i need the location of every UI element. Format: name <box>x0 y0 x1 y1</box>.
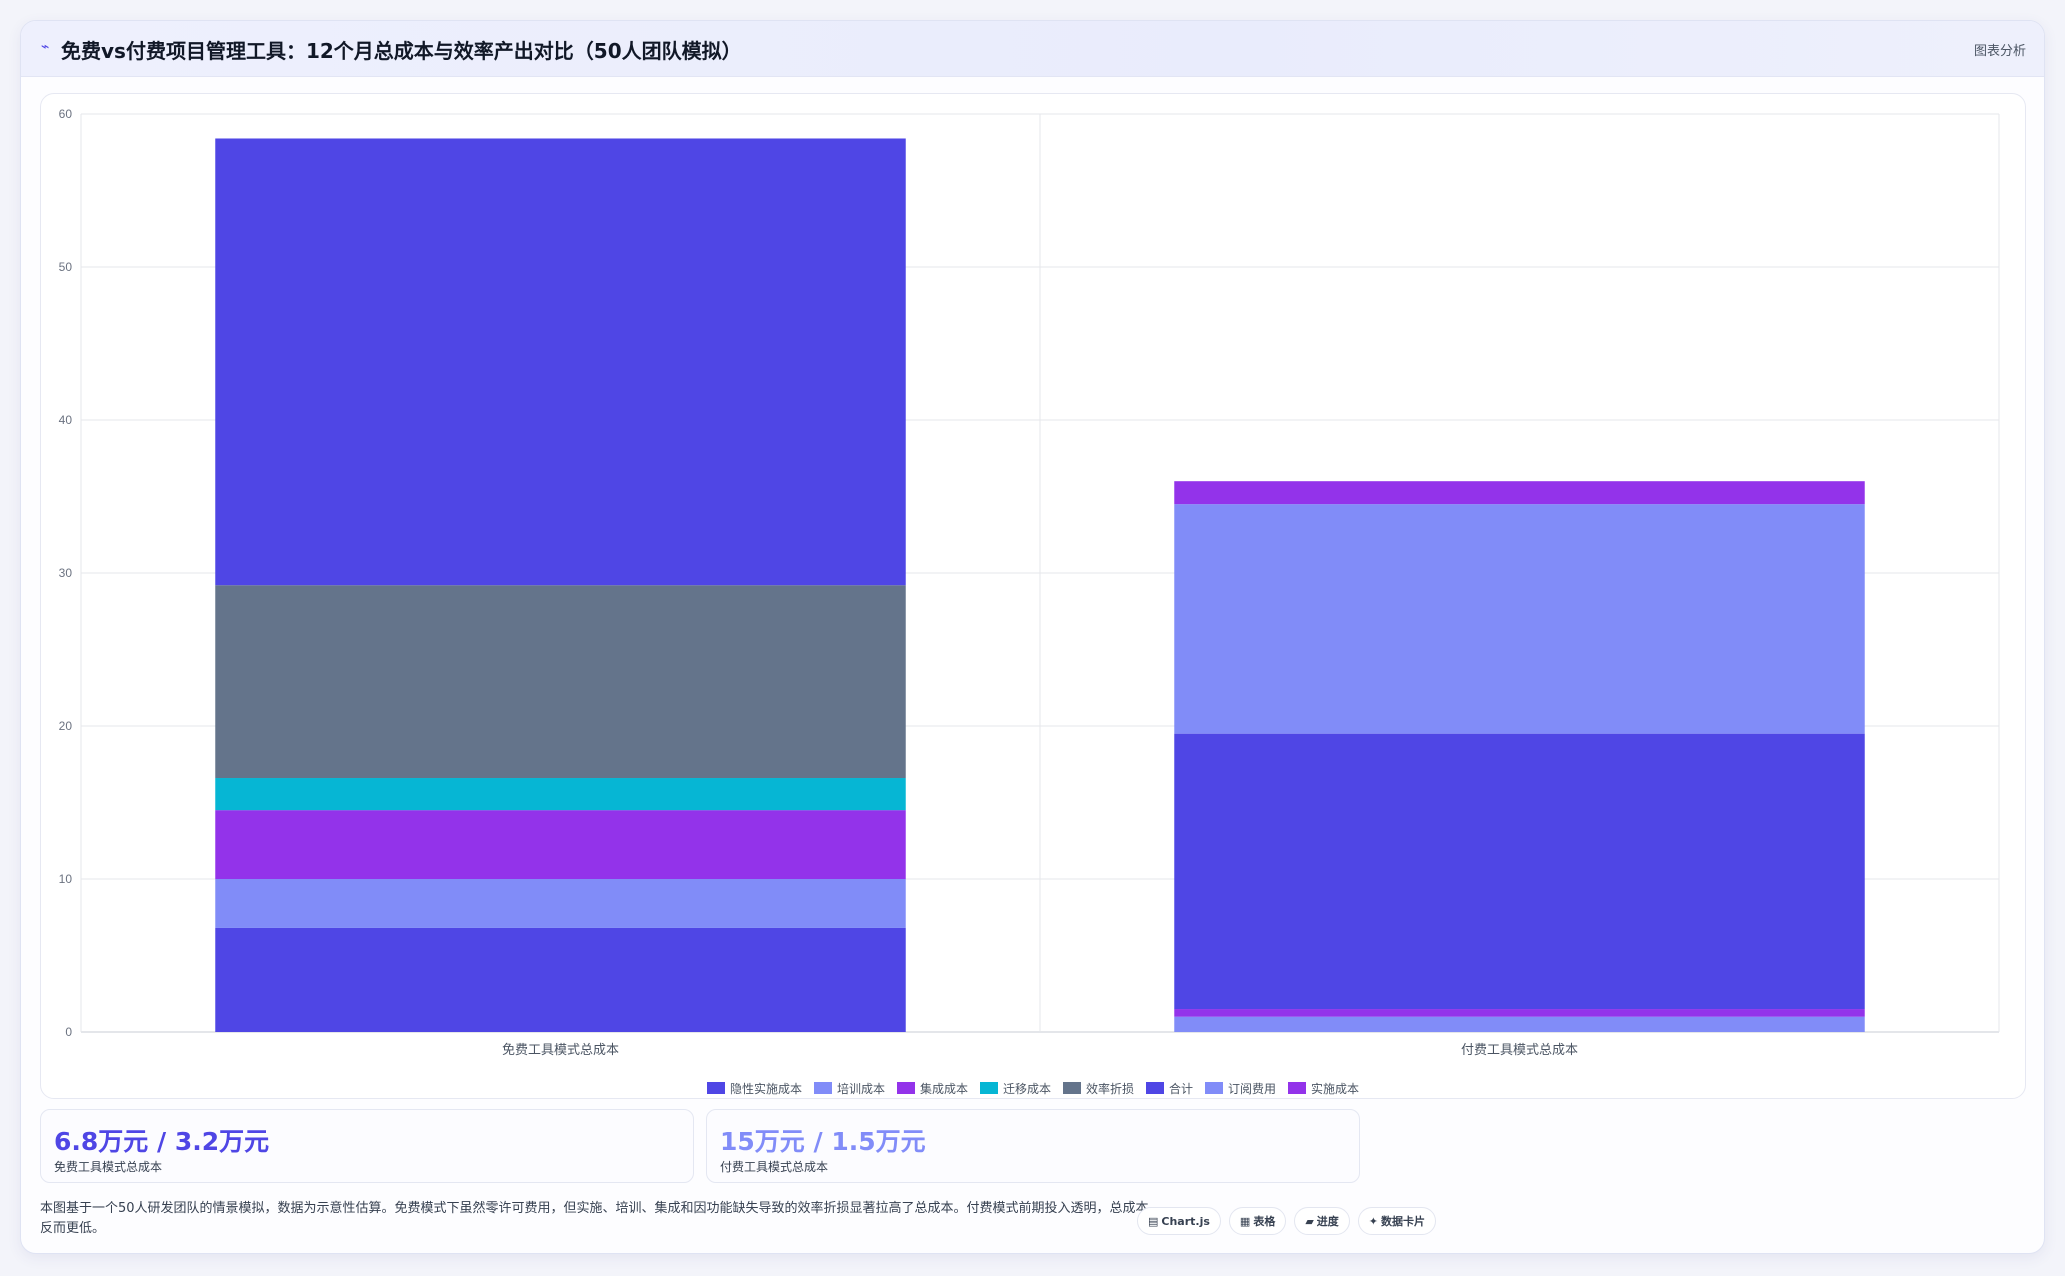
chart-legend: 隐性实施成本 培训成本 集成成本 迁移成本 效率折损 合计 订阅费用 实施成本 <box>41 1078 2025 1098</box>
legend-item[interactable]: 迁移成本 <box>979 1078 1051 1098</box>
card-header: ⌁ 免费vs付费项目管理工具：12个月总成本与效率产出对比（50人团队模拟） 图… <box>21 21 2044 77</box>
legend-item[interactable]: 实施成本 <box>1288 1078 1359 1098</box>
stat-label-free: 免费工具模式总成本 <box>54 1160 163 1174</box>
chip-data-card[interactable]: ✦ 数据卡片 <box>1357 1207 1437 1235</box>
bar-segment <box>215 585 906 779</box>
y-tick-label: 60 <box>59 107 73 121</box>
chip-label: 表格 <box>1253 1215 1276 1228</box>
stacked-bar-chart: 0 10 20 30 40 50 60 免费工具模式总成本 付费工具模式总成本 <box>59 107 2000 1057</box>
bar-segment <box>215 778 906 811</box>
chart-card: ⌁ 免费vs付费项目管理工具：12个月总成本与效率产出对比（50人团队模拟） 图… <box>20 20 2045 1254</box>
chip-row: ▤ Chart.js ▦ 表格 ▰ 进度 ✦ 数据卡片 <box>1137 1207 1437 1235</box>
x-tick-label: 免费工具模式总成本 <box>502 1042 619 1057</box>
chip-table[interactable]: ▦ 表格 <box>1228 1207 1287 1235</box>
legend-item[interactable]: 效率折损 <box>1063 1078 1134 1098</box>
legend-label: 效率折损 <box>1086 1081 1135 1096</box>
legend-swatch <box>1205 1082 1224 1094</box>
legend-item[interactable]: 隐性实施成本 <box>706 1078 802 1098</box>
chip-label: Chart.js <box>1161 1214 1210 1228</box>
bar-segment <box>1174 504 1865 734</box>
bar-segment <box>215 810 906 879</box>
y-tick-label: 10 <box>59 872 73 886</box>
legend-label: 实施成本 <box>1311 1081 1360 1096</box>
legend-item[interactable]: 订阅费用 <box>1205 1078 1276 1098</box>
bar-segment <box>215 927 906 1032</box>
chip-label: 数据卡片 <box>1381 1215 1426 1228</box>
y-tick-label: 30 <box>59 566 73 580</box>
legend-swatch <box>706 1082 725 1094</box>
chart-analysis-link[interactable]: 图表分析 <box>1973 44 2026 59</box>
chip-chartjs[interactable]: ▤ Chart.js <box>1137 1207 1221 1235</box>
chip-progress[interactable]: ▰ 进度 <box>1294 1207 1350 1235</box>
legend-label: 集成成本 <box>919 1081 968 1096</box>
y-tick-label: 40 <box>59 413 73 427</box>
bar-segment <box>1174 733 1865 1010</box>
legend-swatch <box>896 1082 915 1094</box>
stat-value-paid: 15万元 / 1.5万元 <box>720 1127 926 1156</box>
chip-label: 进度 <box>1316 1215 1339 1228</box>
chart-panel: 0 10 20 30 40 50 60 免费工具模式总成本 付费工具模式总成本 隐性实施成本 培训… <box>40 93 2026 1099</box>
legend-swatch <box>1288 1082 1307 1094</box>
stat-card-paid: 15万元 / 1.5万元 付费工具模式总成本 <box>706 1109 1360 1183</box>
y-tick-label: 20 <box>59 719 73 733</box>
y-tick-label: 50 <box>59 260 73 274</box>
chart-title: 免费vs付费项目管理工具：12个月总成本与效率产出对比（50人团队模拟） <box>61 39 742 63</box>
legend-swatch <box>979 1082 998 1094</box>
bar-segment <box>215 138 906 586</box>
table-icon: ▦ <box>1239 1214 1251 1228</box>
bar-segment <box>1174 1016 1865 1032</box>
bar-segment <box>1174 481 1865 505</box>
stat-label-paid: 付费工具模式总成本 <box>720 1160 829 1174</box>
legend-swatch <box>813 1082 832 1094</box>
stat-value-free: 6.8万元 / 3.2万元 <box>54 1127 270 1156</box>
legend-label: 培训成本 <box>836 1081 885 1096</box>
x-tick-label: 付费工具模式总成本 <box>1461 1042 1578 1057</box>
legend-item[interactable]: 合计 <box>1146 1078 1193 1098</box>
footer-note: 本图基于一个50人研发团队的情景模拟，数据为示意性估算。免费模式下虽然零许可费用… <box>40 1201 1149 1236</box>
y-tick-label: 0 <box>65 1025 72 1039</box>
legend-item[interactable]: 培训成本 <box>813 1078 885 1098</box>
legend-label: 订阅费用 <box>1228 1081 1277 1096</box>
bar-segment <box>1174 1009 1865 1017</box>
progress-icon: ▰ <box>1305 1214 1314 1228</box>
bar-segment <box>215 879 906 928</box>
stat-card-free: 6.8万元 / 3.2万元 免费工具模式总成本 <box>40 1109 694 1183</box>
trend-icon: ⌁ <box>41 39 50 55</box>
legend-swatch <box>1063 1082 1081 1094</box>
legend-label: 隐性实施成本 <box>729 1081 802 1096</box>
sparkle-icon: ✦ <box>1368 1214 1379 1228</box>
legend-swatch <box>1146 1082 1165 1094</box>
legend-label: 合计 <box>1169 1081 1194 1096</box>
chart-icon: ▤ <box>1148 1214 1159 1228</box>
legend-item[interactable]: 集成成本 <box>896 1078 968 1098</box>
legend-label: 迁移成本 <box>1002 1081 1051 1096</box>
